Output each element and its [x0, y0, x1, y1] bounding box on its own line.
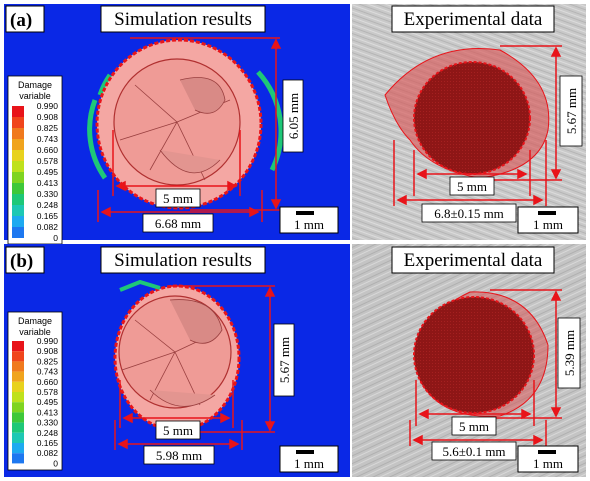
legend-swatch [12, 371, 24, 382]
legend-swatch [12, 432, 24, 443]
legend-value-label: 0.495 [37, 397, 59, 407]
legend-swatch [12, 227, 24, 238]
legend-value-label: 0.743 [37, 134, 59, 144]
legend-value-label: 0.660 [37, 377, 59, 387]
legend-title-line2-a: variable [19, 91, 51, 101]
legend-value-label: 0.248 [37, 428, 59, 438]
panel-label-a: (a) [10, 10, 32, 31]
legend-value-label: 0 [53, 233, 58, 243]
exp-height-label-a: 5.67 mm [564, 88, 579, 134]
damage-legend-b: Damage variable 0.9900.9080.8250.7430.66… [7, 311, 63, 471]
legend-swatch [12, 392, 24, 403]
legend-value-label: 0.248 [37, 200, 59, 210]
exp-outer-label-b: 5.6±0.1 mm [442, 444, 505, 459]
panel-a: (a) Simulation results Experimental data… [4, 4, 586, 245]
panel-b: (b) Simulation results Experimental data… [4, 244, 586, 477]
legend-swatch [12, 194, 24, 205]
legend-value-label: 0.990 [37, 101, 59, 111]
legend-value-label: 0.660 [37, 145, 59, 155]
sim-hole-a [87, 38, 284, 210]
exp-title-a: Experimental data [404, 9, 543, 30]
legend-value-label: 0.825 [37, 123, 59, 133]
legend-swatch [12, 443, 24, 454]
legend-value-label: 0.908 [37, 112, 59, 122]
legend-value-label: 0.330 [37, 189, 59, 199]
legend-value-label: 0.578 [37, 156, 59, 166]
legend-value-label: 0.165 [37, 438, 59, 448]
legend-value-label: 0.413 [37, 178, 59, 188]
legend-swatch [12, 161, 24, 172]
legend-title-line1-b: Damage [18, 316, 52, 326]
exp-scale-b: 1 mm [533, 456, 563, 471]
legend-swatch [12, 106, 24, 117]
legend-swatch [12, 453, 24, 464]
exp-hole-b [413, 291, 549, 417]
exp-height-label-b: 5.39 mm [562, 330, 577, 376]
exp-inner-label-a: 5 mm [457, 179, 487, 194]
sim-dimensions-b [114, 285, 276, 450]
legend-swatch [12, 205, 24, 216]
sim-height-label-a: 6.05 mm [286, 93, 301, 139]
legend-swatch [12, 381, 24, 392]
legend-value-label: 0.413 [37, 407, 59, 417]
legend-value-label: 0.578 [37, 387, 59, 397]
exp-scale-a: 1 mm [533, 217, 563, 232]
sim-title-b: Simulation results [114, 250, 252, 271]
panel-label-b: (b) [10, 251, 33, 272]
exp-title-b: Experimental data [404, 250, 543, 271]
legend-value-label: 0.908 [37, 346, 59, 356]
exp-outer-label-a: 6.8±0.15 mm [434, 206, 504, 221]
legend-value-label: 0.165 [37, 211, 59, 221]
legend-swatch [12, 402, 24, 413]
sim-scale-b: 1 mm [294, 456, 324, 471]
legend-value-label: 0.990 [37, 336, 59, 346]
legend-value-label: 0.330 [37, 418, 59, 428]
exp-dimensions-a [393, 45, 562, 206]
legend-swatch [12, 216, 24, 227]
legend-swatch [12, 422, 24, 433]
legend-swatch [12, 351, 24, 362]
sim-outer-label-a: 6.68 mm [155, 216, 201, 231]
sim-hole-b [113, 279, 241, 432]
legend-value-label: 0.082 [37, 448, 59, 458]
legend-value-label: 0 [53, 458, 58, 468]
exp-hole-a [384, 47, 550, 179]
sim-scale-a: 1 mm [294, 217, 324, 232]
sim-dimensions-a [97, 37, 282, 222]
legend-swatch [12, 412, 24, 423]
legend-swatch [12, 128, 24, 139]
legend-value-label: 0.082 [37, 222, 59, 232]
sim-title-a: Simulation results [114, 9, 252, 30]
legend-title-line2-b: variable [19, 327, 51, 337]
legend-value-label: 0.495 [37, 167, 59, 177]
legend-swatch [12, 341, 24, 352]
legend-title-line1-a: Damage [18, 80, 52, 90]
sim-inner-label-b: 5 mm [163, 423, 193, 438]
legend-swatch [12, 139, 24, 150]
legend-swatch [12, 183, 24, 194]
sim-height-label-b: 5.67 mm [277, 337, 292, 383]
sim-inner-label-a: 5 mm [163, 191, 193, 206]
legend-value-label: 0.825 [37, 356, 59, 366]
exp-dimensions-b [409, 289, 562, 446]
legend-swatch [12, 117, 24, 128]
sim-outer-label-b: 5.98 mm [156, 448, 202, 463]
damage-legend-a: Damage variable 0.9900.9080.8250.7430.66… [7, 75, 63, 245]
exp-inner-label-b: 5 mm [459, 419, 489, 434]
legend-swatch [12, 150, 24, 161]
legend-swatch [12, 361, 24, 372]
legend-value-label: 0.743 [37, 367, 59, 377]
legend-swatch [12, 172, 24, 183]
